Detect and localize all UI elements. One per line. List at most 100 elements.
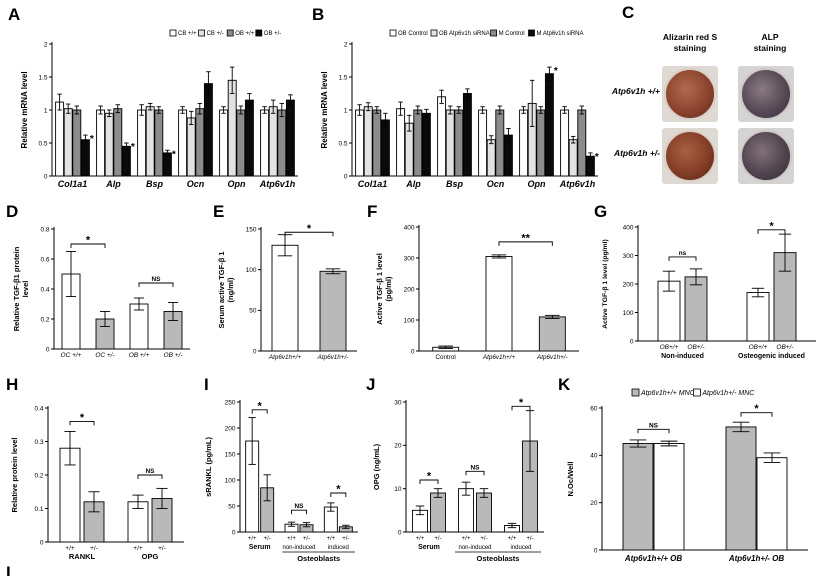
svg-text:induced: induced bbox=[328, 545, 349, 551]
svg-text:non-induced: non-induced bbox=[282, 545, 315, 551]
svg-text:non-induced: non-induced bbox=[458, 545, 491, 551]
panel-H: H 0 0.1 0.2 0.3 0.4 Relative protein level +/+… bbox=[4, 376, 194, 574]
svg-text:(ng/ml): (ng/ml) bbox=[226, 277, 235, 302]
panel-E: E 0 50 100 150 Serum active TGF-β 1 (ng/ml) At… bbox=[205, 203, 365, 373]
dish-photo-alp-het bbox=[738, 128, 794, 184]
svg-text:OB+/-: OB+/- bbox=[687, 344, 705, 351]
svg-text:+/-: +/- bbox=[342, 536, 349, 542]
svg-text:100: 100 bbox=[225, 477, 236, 484]
svg-text:0.1: 0.1 bbox=[34, 506, 43, 513]
svg-text:+/-: +/- bbox=[526, 536, 533, 542]
svg-text:*: * bbox=[519, 397, 524, 409]
svg-text:Bsp: Bsp bbox=[446, 179, 464, 189]
svg-text:200: 200 bbox=[623, 281, 634, 288]
column-header-alizarin: Alizarin red S staining bbox=[644, 32, 736, 53]
panel-letter-J: J bbox=[366, 375, 376, 394]
panel-letter-F: F bbox=[367, 202, 378, 221]
culture-dish-image bbox=[740, 130, 792, 182]
svg-text:0.3: 0.3 bbox=[34, 439, 43, 446]
svg-text:sRANKL (pg/mL): sRANKL (pg/mL) bbox=[204, 437, 213, 497]
column-header-line: ALP bbox=[761, 32, 779, 42]
svg-text:OB+/+: OB+/+ bbox=[749, 344, 768, 351]
svg-text:+/-: +/- bbox=[303, 536, 310, 542]
svg-text:0.2: 0.2 bbox=[40, 316, 49, 323]
panel-letter-H: H bbox=[6, 375, 19, 394]
svg-text:0.5: 0.5 bbox=[38, 140, 47, 147]
svg-text:1: 1 bbox=[44, 107, 48, 114]
svg-text:Atp6v1h: Atp6v1h bbox=[559, 179, 596, 189]
svg-text:+/-: +/- bbox=[90, 545, 98, 552]
panel-A: A 0 0.5 1 1.5 2 Relative mRNA level * Col1a1 * Al… bbox=[6, 4, 306, 203]
svg-text:*: * bbox=[769, 220, 774, 232]
svg-text:OB +/+: OB +/+ bbox=[129, 352, 150, 359]
dish-photo-alp-wildtype bbox=[738, 66, 794, 122]
svg-text:*: * bbox=[80, 412, 85, 424]
svg-text:OB Control: OB Control bbox=[398, 31, 428, 37]
svg-text:Atp6v1h+/+ OB: Atp6v1h+/+ OB bbox=[624, 554, 683, 563]
svg-text:Atp6v1h+/+ MNC: Atp6v1h+/+ MNC bbox=[640, 390, 696, 397]
svg-text:+/+: +/+ bbox=[508, 536, 517, 542]
svg-text:level: level bbox=[21, 281, 30, 298]
svg-text:Relative protein level: Relative protein level bbox=[10, 437, 19, 512]
panel-D: D 0 0.2 0.4 0.6 0.8 Relative TGF-β1 protein le… bbox=[4, 203, 200, 373]
svg-text:Active TGF-β 1 level (pg/ml): Active TGF-β 1 level (pg/ml) bbox=[602, 239, 609, 329]
svg-text:0.5: 0.5 bbox=[338, 140, 347, 147]
svg-text:Atp6v1h+/+: Atp6v1h+/+ bbox=[482, 354, 516, 361]
svg-text:NS: NS bbox=[151, 276, 161, 283]
svg-text:200: 200 bbox=[225, 425, 236, 432]
panel-J: J 0 10 20 30 OPG (ng/mL) +/+ +/- Serum +/+ +/- non… bbox=[364, 376, 554, 574]
svg-text:+/-: +/- bbox=[264, 536, 271, 542]
svg-text:0: 0 bbox=[44, 173, 48, 180]
column-header-line: staining bbox=[753, 42, 787, 53]
svg-text:10: 10 bbox=[394, 486, 402, 493]
svg-text:0: 0 bbox=[232, 529, 236, 536]
svg-text:*: * bbox=[307, 223, 312, 235]
panel-letter-I: I bbox=[204, 375, 209, 394]
dish-photo-alizarin-wildtype bbox=[662, 66, 718, 122]
svg-text:40: 40 bbox=[590, 453, 598, 460]
svg-text:400: 400 bbox=[404, 224, 415, 231]
svg-text:Col1a1: Col1a1 bbox=[58, 179, 88, 189]
svg-text:+/+: +/+ bbox=[248, 536, 257, 542]
svg-text:*: * bbox=[258, 400, 263, 412]
svg-text:0.2: 0.2 bbox=[34, 472, 43, 479]
svg-text:0.6: 0.6 bbox=[40, 256, 49, 263]
svg-text:150: 150 bbox=[246, 226, 257, 233]
svg-text:0: 0 bbox=[398, 529, 402, 536]
svg-text:+/-: +/- bbox=[434, 536, 441, 542]
column-header-line: Alizarin red S bbox=[662, 32, 718, 42]
svg-text:Opn: Opn bbox=[228, 179, 246, 189]
svg-text:+/-: +/- bbox=[480, 536, 487, 542]
svg-text:CB +/+: CB +/+ bbox=[178, 31, 197, 37]
svg-text:Serum: Serum bbox=[418, 544, 440, 551]
svg-text:0: 0 bbox=[253, 348, 257, 355]
svg-text:1.5: 1.5 bbox=[338, 74, 347, 81]
svg-text:Control: Control bbox=[436, 354, 456, 361]
panel-C: C Alizarin red S staining ALP staining A… bbox=[606, 4, 825, 204]
culture-dish-image bbox=[664, 68, 716, 120]
svg-text:2: 2 bbox=[344, 41, 348, 48]
row-label-wildtype: Atp6v1h +/+ bbox=[611, 86, 660, 96]
svg-text:N.Oc/Well: N.Oc/Well bbox=[566, 462, 575, 497]
bar-chart-osteoclast-count: 0 20 40 60 N.Oc/Well Atp6v1h+/+ OB Atp6v1h+/- … bbox=[566, 388, 808, 563]
svg-text:*: * bbox=[427, 471, 432, 483]
svg-text:Serum active TGF-β 1: Serum active TGF-β 1 bbox=[217, 251, 226, 328]
svg-text:50: 50 bbox=[249, 308, 257, 315]
svg-text:Alp: Alp bbox=[105, 179, 121, 189]
bar-chart-tgfb-induced: 0 100 200 300 400 Active TGF-β 1 level (pg/ml… bbox=[602, 220, 816, 360]
svg-text:+/+: +/+ bbox=[65, 545, 75, 552]
svg-text:Ocn: Ocn bbox=[187, 179, 205, 189]
panel-letter-C: C bbox=[622, 3, 635, 22]
svg-text:Serum: Serum bbox=[249, 544, 271, 551]
svg-text:Alp: Alp bbox=[405, 179, 421, 189]
svg-text:OB +/-: OB +/- bbox=[264, 31, 282, 37]
svg-text:Osteoblasts: Osteoblasts bbox=[297, 554, 340, 563]
svg-text:CB +/-: CB +/- bbox=[207, 31, 224, 37]
panel-K: K 0 20 40 60 N.Oc/Well Atp6v1h+/+ OB Atp6v1h+/… bbox=[556, 376, 822, 574]
svg-text:*: * bbox=[754, 403, 759, 415]
svg-text:30: 30 bbox=[394, 399, 402, 406]
svg-text:0.4: 0.4 bbox=[34, 405, 43, 412]
bar-chart-opg: 0 10 20 30 OPG (ng/mL) +/+ +/- Serum +/+ +/- non-i… bbox=[372, 397, 544, 563]
svg-text:NS: NS bbox=[145, 468, 155, 475]
svg-text:Ocn: Ocn bbox=[487, 179, 505, 189]
